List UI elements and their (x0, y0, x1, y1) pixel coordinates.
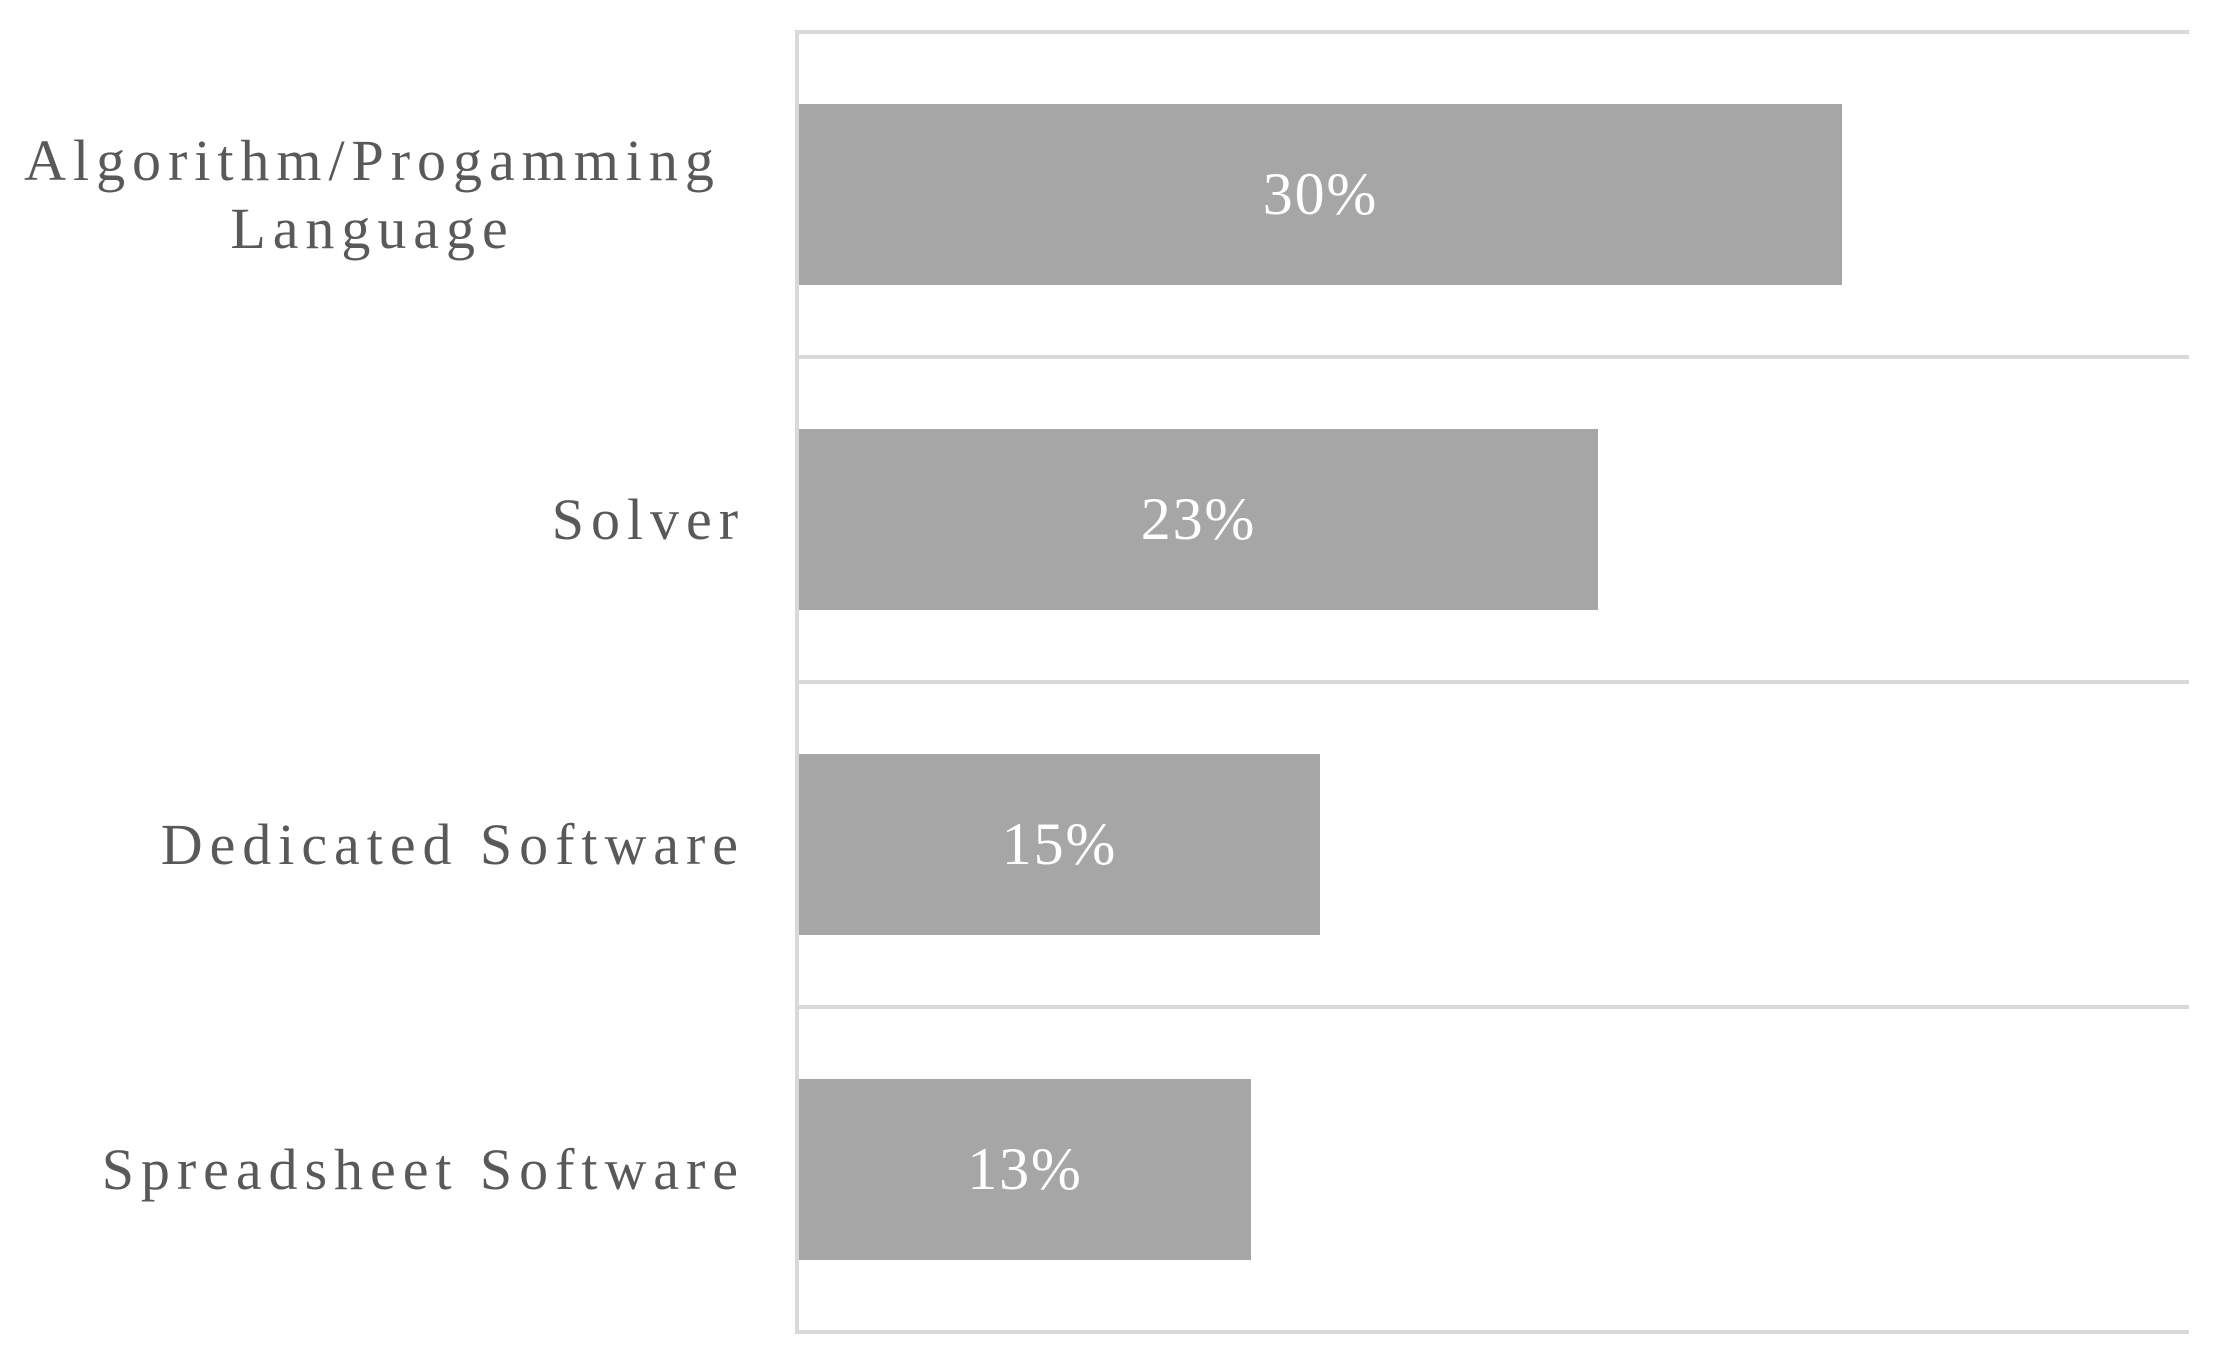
bar-value-label: 15% (1001, 811, 1118, 877)
category-label-text: Solver (551, 486, 745, 552)
bar-value-label: 13% (967, 1136, 1083, 1202)
chart-row: Dedicated Software 15% (0, 682, 2218, 1007)
category-label-text: Algorithm/Progamming Language (24, 128, 721, 261)
gridline (795, 680, 2189, 684)
category-label: Algorithm/Progamming Language (0, 32, 745, 357)
bar: 13% (799, 1079, 1251, 1260)
category-label-text: Spreadsheet Software (101, 1136, 745, 1202)
gridline (795, 355, 2189, 359)
gridline (795, 1005, 2189, 1009)
category-label: Spreadsheet Software (0, 1007, 745, 1332)
gridline (795, 1330, 2189, 1334)
bar: 23% (799, 429, 1598, 610)
bar-value-label: 30% (1262, 161, 1379, 227)
bar-value-label: 23% (1140, 486, 1257, 552)
gridline (795, 30, 2189, 34)
chart-row: Solver 23% (0, 357, 2218, 682)
chart-row: Algorithm/Progamming Language 30% (0, 32, 2218, 357)
category-label: Dedicated Software (0, 682, 745, 1007)
bar: 15% (799, 754, 1320, 935)
chart-row: Spreadsheet Software 13% (0, 1007, 2218, 1332)
category-label: Solver (0, 357, 745, 682)
category-label-text: Dedicated Software (160, 811, 745, 877)
bar: 30% (799, 104, 1842, 285)
